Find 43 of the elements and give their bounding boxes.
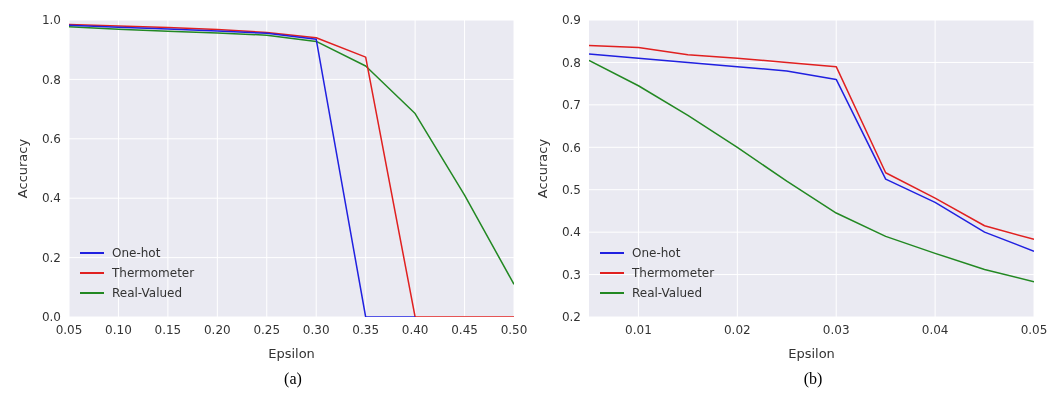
y-tick-label: 0.2 (561, 310, 581, 325)
y-tick-label: 0.8 (41, 72, 61, 87)
text: (a) (283, 370, 303, 388)
x-tick-label: 0.20 (203, 322, 231, 337)
y-tick-label: 0.0 (41, 310, 61, 325)
x-tick-label: 0.15 (154, 322, 182, 337)
x-tick-label: 0.02 (723, 322, 751, 337)
x-tick-label: 0.45 (451, 322, 478, 337)
line-series (69, 24, 416, 317)
y-tick-label: 1.0 (41, 13, 61, 28)
y-tick-label: 0.9 (561, 13, 581, 28)
y-tick-label: 0.6 (561, 140, 581, 155)
legend-label: One-hot (112, 245, 161, 262)
legend-label: Real-Valued (112, 285, 183, 302)
y-axis-title: Accuracy (534, 138, 550, 199)
x-tick-label: 0.25 (253, 322, 281, 337)
y-tick-label: 0.4 (41, 191, 61, 206)
y-axis-title: Accuracy (14, 138, 30, 199)
line-series (589, 59, 1034, 283)
x-tick-label: 0.03 (822, 322, 850, 337)
x-tick-label: 0.05 (55, 322, 83, 337)
x-tick-label: 0.04 (921, 322, 949, 337)
y-tick-label: 0.2 (41, 250, 61, 265)
x-axis-title: Epsilon (268, 346, 315, 361)
y-tick-label: 0.7 (561, 98, 581, 113)
x-tick-label: 0.10 (105, 322, 132, 337)
y-tick-label: 0.8 (561, 55, 581, 70)
legend-label: One-hot (632, 245, 681, 262)
x-tick-label: 0.01 (625, 322, 652, 337)
text: (b) (802, 370, 824, 388)
x-tick-label: 0.05 (1020, 322, 1048, 337)
legend-label: Real-Valued (632, 285, 703, 302)
x-tick-label: 0.35 (352, 322, 380, 337)
y-tick-label: 0.4 (561, 225, 581, 240)
x-tick-label: 0.40 (401, 322, 429, 337)
x-tick-label: 0.30 (302, 322, 330, 337)
legend-label: Thermometer (112, 265, 195, 282)
x-axis-title: Epsilon (788, 346, 835, 361)
y-tick-label: 0.5 (561, 182, 581, 197)
y-tick-label: 0.3 (561, 267, 581, 282)
x-tick-label: 0.50 (500, 322, 528, 337)
legend-label: Thermometer (632, 265, 715, 282)
y-tick-label: 0.6 (41, 132, 61, 147)
